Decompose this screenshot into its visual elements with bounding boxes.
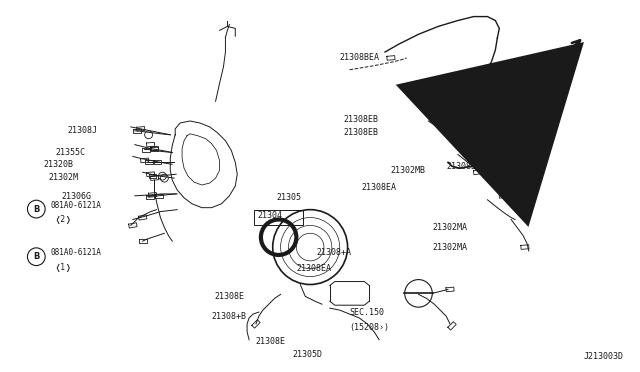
Text: 21308+B: 21308+B	[212, 311, 246, 321]
Text: 21308EB: 21308EB	[344, 115, 379, 124]
Text: 21308BEA: 21308BEA	[446, 162, 486, 171]
Text: 21308EB: 21308EB	[344, 128, 379, 137]
Text: ❬1❭: ❬1❭	[54, 263, 72, 272]
Text: 21305: 21305	[276, 193, 301, 202]
Text: 21308E: 21308E	[214, 292, 244, 301]
Text: 21305D: 21305D	[292, 350, 323, 359]
Text: FRONT: FRONT	[529, 53, 561, 83]
Text: (15208›): (15208›)	[349, 323, 390, 332]
Text: 21302MA: 21302MA	[432, 223, 467, 232]
Text: 21302M: 21302M	[49, 173, 79, 182]
Text: 21320B: 21320B	[44, 160, 74, 169]
Text: 21308J: 21308J	[67, 126, 97, 135]
Text: J213003D: J213003D	[584, 352, 623, 361]
Text: 21308BEA: 21308BEA	[340, 54, 380, 62]
Text: 21302MA: 21302MA	[432, 243, 467, 251]
Text: ❬2❭: ❬2❭	[54, 215, 72, 224]
Text: SEC.150: SEC.150	[349, 308, 385, 317]
Text: 21304: 21304	[257, 211, 282, 220]
Text: 21302MB: 21302MB	[391, 166, 426, 175]
Text: 21308+A: 21308+A	[316, 248, 351, 257]
Text: B: B	[33, 252, 40, 261]
Text: 081A0-6121A: 081A0-6121A	[50, 248, 101, 257]
Text: FRONT: FRONT	[534, 60, 563, 88]
Text: 2130B: 2130B	[486, 121, 511, 129]
Text: 21308E: 21308E	[255, 337, 285, 346]
Text: 21308EA: 21308EA	[296, 264, 332, 273]
Text: 081A0-6121A: 081A0-6121A	[50, 201, 101, 210]
Bar	[254, 210, 303, 225]
Text: B: B	[33, 205, 40, 214]
Text: 21308EA: 21308EA	[362, 183, 396, 192]
Text: 21306G: 21306G	[61, 192, 92, 201]
Text: 21355C: 21355C	[56, 148, 86, 157]
